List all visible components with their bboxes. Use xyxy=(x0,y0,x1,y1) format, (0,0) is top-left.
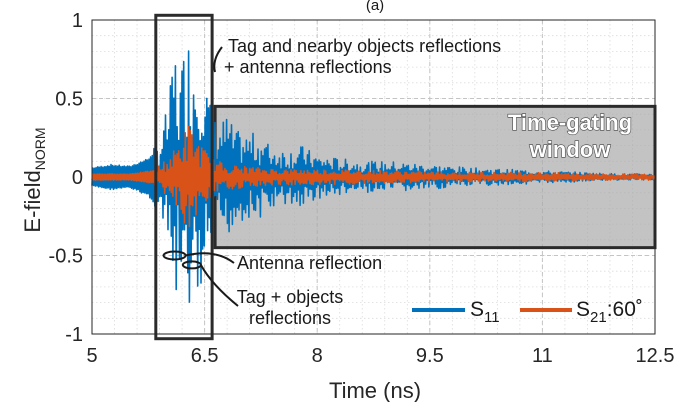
annotation-tag-objects-line2: reflections xyxy=(249,308,331,328)
legend: S11 S21:60˚ xyxy=(412,298,643,326)
x-tick-label: 11 xyxy=(532,345,553,367)
legend-s21-label: S21:60˚ xyxy=(576,298,643,326)
gating-window-label-line2: window xyxy=(529,137,612,162)
series-s21-line xyxy=(91,125,656,228)
x-axis-title: Time (ns) xyxy=(329,378,421,402)
y-tick-label: 1 xyxy=(72,10,83,32)
y-tick-label: -0.5 xyxy=(49,246,83,268)
y-axis-title: E-fieldNORM xyxy=(20,127,48,232)
x-tick-label: 6.5 xyxy=(191,345,219,367)
antenna-reflection-ellipse xyxy=(162,250,187,261)
panel-label: (a) xyxy=(366,0,384,14)
y-tick-label: -1 xyxy=(65,324,83,346)
legend-s11-label: S11 xyxy=(470,298,500,326)
annotation-tag-objects-line1: Tag + objects xyxy=(237,287,344,307)
plot-area: 5 6.5 8 9.5 11 12.5 1 0.5 0 -0.5 -1 xyxy=(49,10,675,367)
tag-reflection-box xyxy=(154,13,214,341)
y-axis-title-main: E-field xyxy=(20,170,45,232)
annotation-tag-nearby-line1: Tag and nearby objects reflections xyxy=(228,36,501,56)
y-tick-label: 0.5 xyxy=(55,89,83,111)
annotation-tag-nearby-line2: + antenna reflections xyxy=(224,57,392,77)
annotation-antenna-reflection: Antenna reflection xyxy=(237,253,382,273)
antenna-leader-line xyxy=(185,252,235,264)
tag-box-leader-line xyxy=(213,46,223,73)
y-axis-title-sub: NORM xyxy=(32,127,48,170)
x-tick-label: 9.5 xyxy=(416,345,444,367)
y-tick-label: 0 xyxy=(72,167,83,189)
plot-frame xyxy=(91,19,656,335)
svg-text:E-fieldNORM: E-fieldNORM xyxy=(20,127,48,232)
x-tick-label: 5 xyxy=(86,345,97,367)
gating-window-label-line1: Time-gating xyxy=(508,110,632,135)
x-tick-label: 12.5 xyxy=(636,345,675,367)
tag-leader-line xyxy=(199,264,239,307)
x-tick-label: 8 xyxy=(312,345,323,367)
